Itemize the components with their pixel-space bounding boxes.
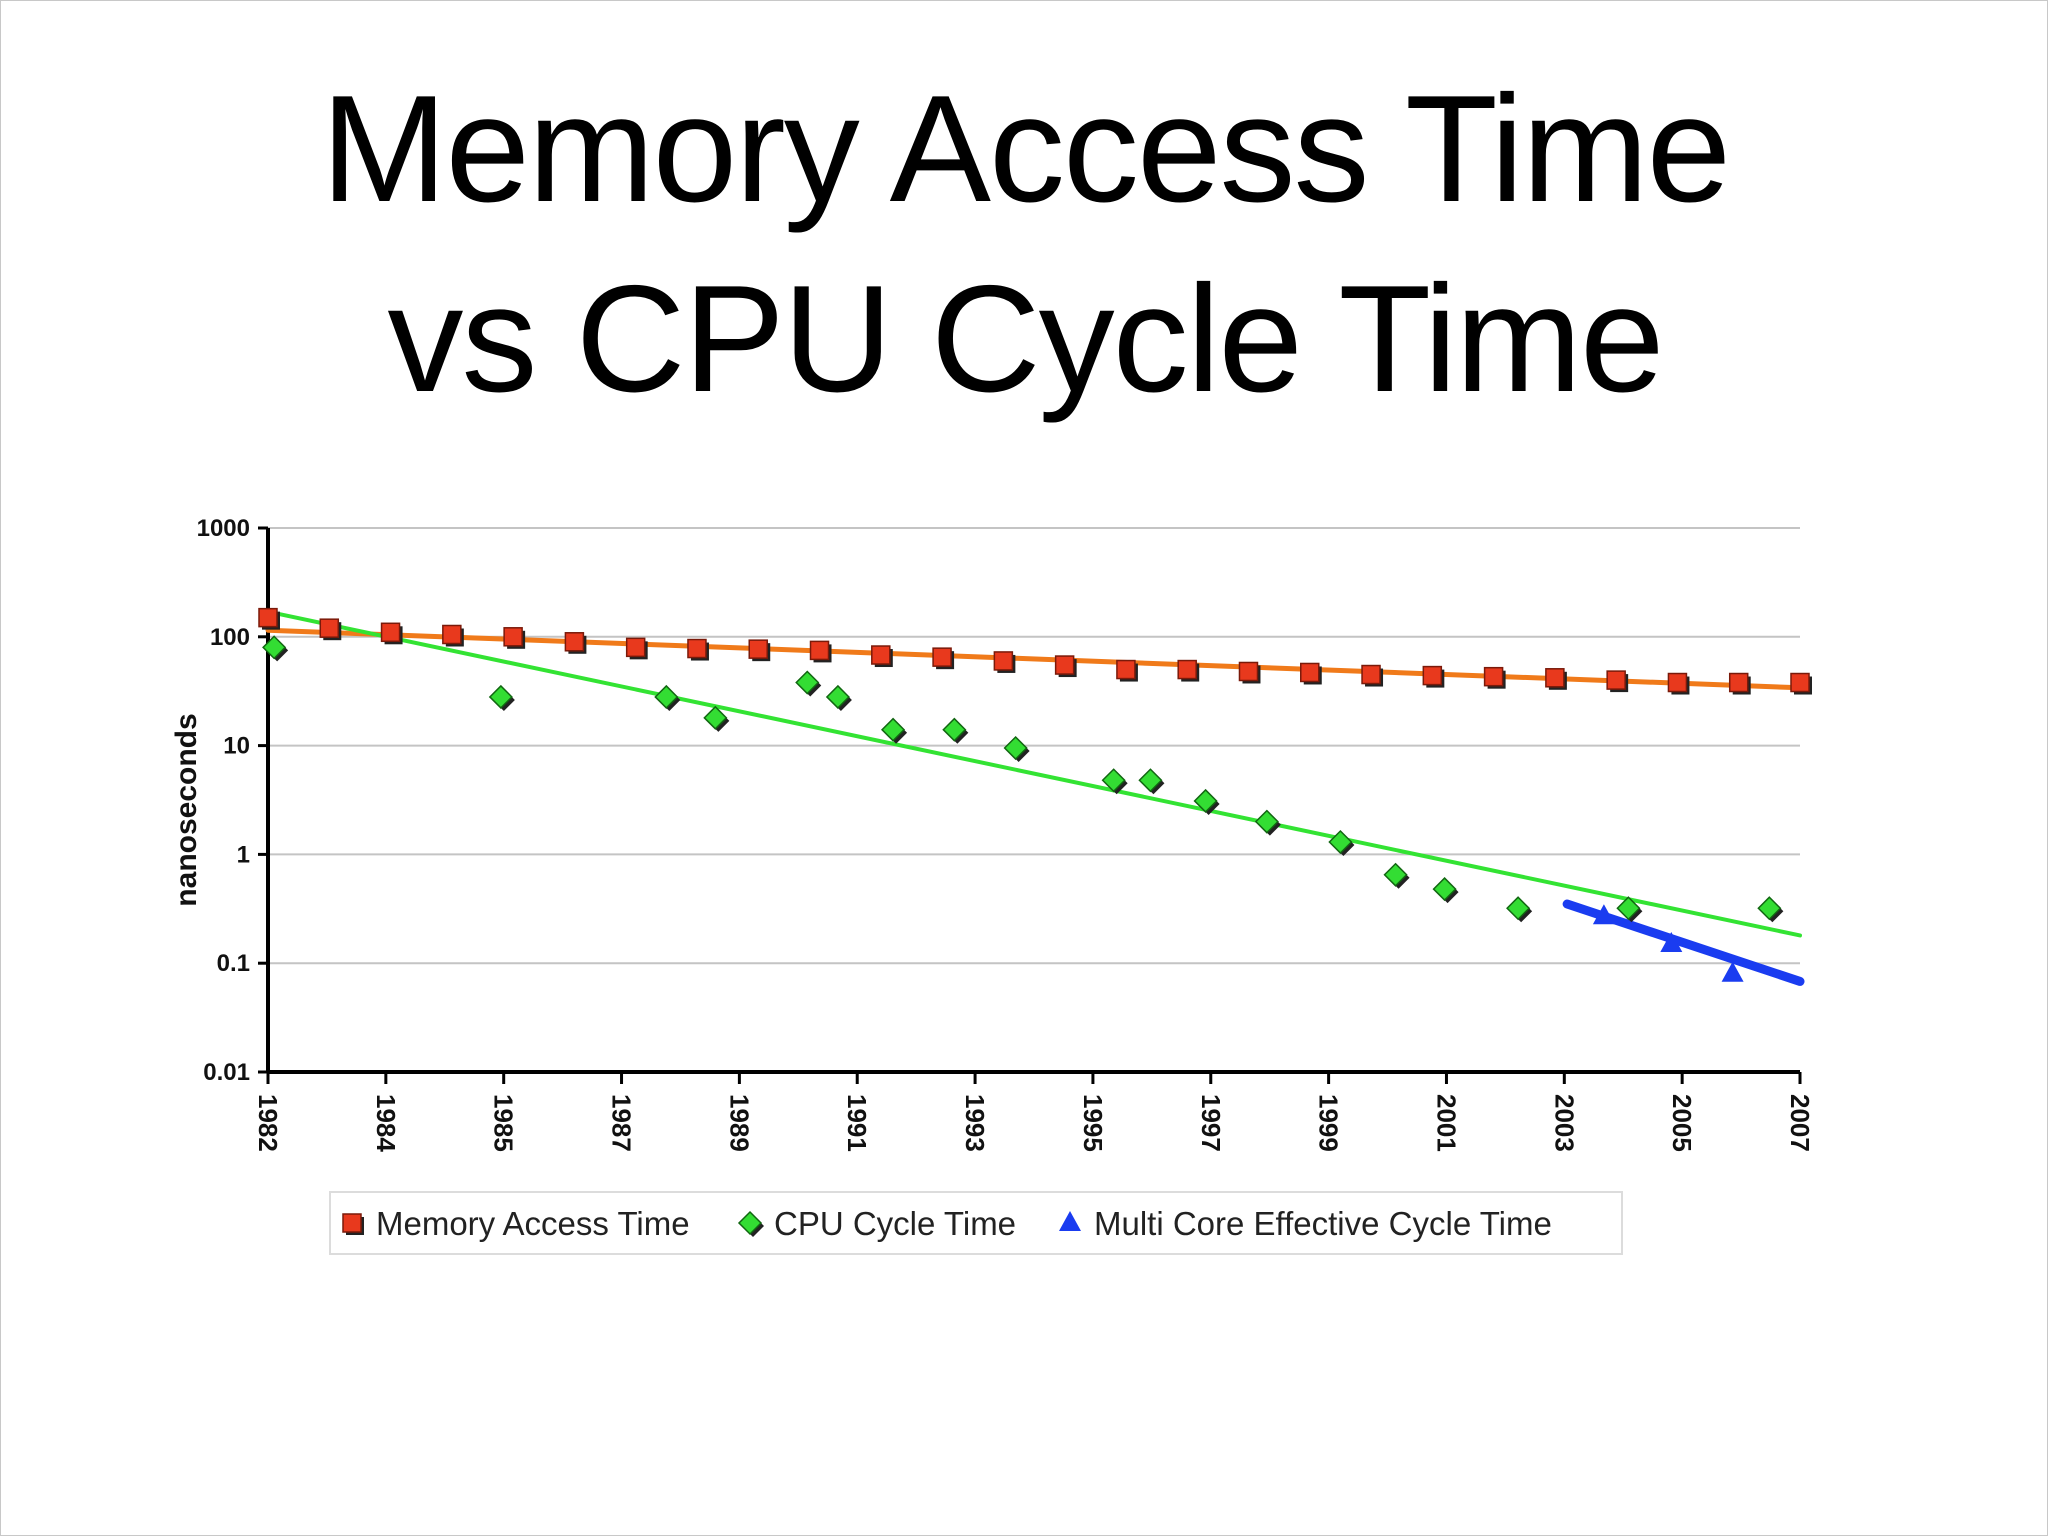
triangle-point	[1660, 932, 1683, 953]
x-tick-label: 1989	[724, 1094, 754, 1152]
x-tick-label: 1991	[842, 1094, 872, 1152]
diamond-point	[262, 635, 287, 660]
chart-trend-lines	[265, 609, 1805, 986]
square-point	[1545, 668, 1565, 688]
diamond-point	[1254, 809, 1279, 834]
diamond-point	[488, 684, 513, 710]
square-point	[1606, 670, 1626, 690]
square-point	[871, 645, 891, 665]
diamond-point	[1616, 896, 1641, 921]
y-tick-label: 1000	[197, 515, 250, 542]
y-axis-label: nanoseconds	[170, 713, 203, 906]
diamond-point	[1003, 735, 1028, 761]
square-point	[932, 647, 952, 667]
diamond-point	[825, 684, 850, 710]
triangle-point	[1592, 904, 1615, 925]
diamond-point	[1101, 768, 1126, 793]
square-point	[1790, 672, 1810, 693]
diamond-point	[1432, 877, 1457, 902]
slide-title-line-1: Memory Access Time	[320, 64, 1731, 234]
x-tick-label: 2001	[1431, 1094, 1461, 1152]
legend-label: Multi Core Effective Cycle Time	[1094, 1205, 1552, 1242]
slide-title-line-2: vs CPU Cycle Time	[387, 254, 1664, 424]
chart-axes	[266, 528, 1800, 1074]
trend-line	[266, 609, 1802, 938]
legend-label: Memory Access Time	[376, 1205, 690, 1242]
chart-marks	[258, 607, 1812, 982]
x-tick-label: 1999	[1314, 1094, 1344, 1152]
diamond-point	[1506, 896, 1531, 921]
y-tick-label: 0.1	[217, 950, 250, 977]
x-tick-label: 2003	[1549, 1094, 1579, 1152]
legend-box	[329, 1191, 1623, 1255]
diamond-point	[795, 670, 820, 695]
diamond-point	[703, 705, 728, 730]
x-tick-label: 1987	[607, 1094, 637, 1152]
chart-grid	[268, 527, 1800, 1073]
square-point	[1238, 661, 1259, 682]
y-tick-label: 10	[223, 733, 250, 760]
square-point	[258, 607, 278, 628]
square-point	[1300, 662, 1320, 683]
x-tick-label: 1982	[253, 1094, 283, 1152]
diamond-point	[654, 684, 679, 710]
diamond-point	[1383, 862, 1408, 887]
square-point	[1361, 664, 1381, 685]
x-tick-label: 1985	[489, 1094, 519, 1152]
x-tick-label: 2007	[1785, 1094, 1815, 1152]
square-point	[1177, 659, 1197, 680]
diamond-point	[1757, 896, 1782, 921]
x-tick-label: 1997	[1196, 1094, 1226, 1152]
diamond-point	[1193, 788, 1218, 814]
square-point	[1422, 665, 1443, 686]
x-tick-label: 2005	[1667, 1094, 1697, 1152]
diamond-point	[942, 717, 967, 742]
x-tick-label: 1993	[960, 1094, 990, 1152]
x-tick-label: 1984	[371, 1094, 401, 1152]
square-point	[993, 651, 1014, 671]
diamond-point	[1328, 829, 1353, 855]
square-point	[503, 627, 523, 647]
square-point	[1116, 659, 1136, 680]
y-tick-label: 100	[210, 624, 250, 651]
square-point	[442, 624, 462, 645]
square-point	[1728, 672, 1749, 693]
square-point	[748, 639, 768, 659]
diamond-point	[1138, 768, 1163, 793]
diamond-point	[880, 717, 906, 742]
legend-triangle-icon	[1059, 1211, 1081, 1231]
legend-diamond-icon	[737, 1210, 763, 1236]
square-point	[319, 618, 340, 638]
square-point	[625, 637, 646, 658]
chart-legend: Memory Access Time CPU Cycle Time Multi Co…	[329, 1191, 1623, 1255]
square-point	[1667, 672, 1688, 693]
square-point	[564, 632, 585, 652]
triangle-point	[1721, 961, 1744, 982]
square-point	[1054, 655, 1075, 675]
y-tick-label: 1	[237, 841, 250, 868]
x-tick-label: 1995	[1078, 1094, 1108, 1152]
legend-square-icon	[342, 1213, 362, 1233]
square-point	[687, 638, 707, 659]
square-point	[380, 622, 401, 643]
square-point	[809, 640, 830, 661]
legend-label: CPU Cycle Time	[774, 1205, 1016, 1242]
square-point	[1483, 666, 1504, 687]
y-tick-label: 0.01	[203, 1059, 250, 1086]
